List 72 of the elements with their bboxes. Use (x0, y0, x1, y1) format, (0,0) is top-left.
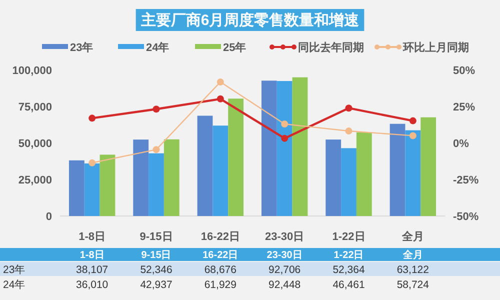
chart-title: 主要厂商6月周度零售数量和增速 (140, 11, 360, 29)
bar (164, 139, 180, 216)
point (88, 114, 96, 122)
y-tick-label: 50,000 (18, 138, 52, 150)
legend-label: 同比去年同期 (298, 41, 364, 54)
data-label: 63,122 (396, 264, 430, 276)
category-label: 1-8日 (80, 250, 104, 261)
bar (261, 80, 277, 216)
x-tick-label: 1-22日 (332, 231, 366, 243)
legend-label: 24年 (146, 41, 170, 54)
data-label: 38,107 (76, 264, 108, 276)
bar (228, 98, 244, 216)
y2-tick-label: 0% (453, 138, 470, 150)
legend-label: 环比上月同期 (402, 41, 469, 54)
legend-label: 23年 (70, 41, 94, 54)
point (152, 146, 160, 154)
bar (405, 130, 421, 216)
point (216, 78, 224, 86)
category-label: 全月 (402, 250, 423, 261)
x-tick-label: 16-22日 (200, 231, 240, 243)
data-label: 52,364 (332, 264, 365, 276)
category-label: 1-22日 (334, 250, 364, 261)
y-tick-label: 75,000 (18, 102, 52, 114)
point (281, 134, 288, 142)
legend-label: 25年 (223, 41, 246, 54)
bar (390, 124, 406, 216)
data-label: 36,010 (76, 279, 108, 291)
x-tick-label: 9-15日 (140, 231, 173, 243)
category-label: 9-15日 (141, 250, 172, 261)
point (345, 128, 352, 135)
bar (68, 160, 84, 216)
data-label: 42,937 (140, 279, 172, 291)
data-label: 92,706 (268, 264, 301, 276)
x-tick-label: 1-8日 (78, 231, 106, 243)
y2-tick-label: 50% (453, 65, 476, 77)
point (409, 117, 416, 124)
y2-tick-label: 25% (453, 102, 476, 114)
data-label: 58,724 (396, 279, 430, 291)
data-label: 92,448 (268, 279, 301, 291)
bar (133, 140, 149, 216)
data-label: 68,676 (204, 264, 237, 276)
point (216, 95, 224, 102)
category-label: 23-30日 (266, 250, 302, 261)
bar (420, 117, 436, 216)
bar (292, 77, 308, 216)
point (152, 106, 160, 113)
text: 23年 (3, 264, 26, 276)
x-tick-label: 全月 (400, 230, 424, 243)
data-label: 52,346 (140, 264, 172, 276)
bar (326, 140, 342, 216)
x-tick-label: 23-30日 (265, 231, 304, 243)
data-label: 61,929 (204, 279, 237, 291)
bar (100, 154, 116, 216)
bar (341, 148, 356, 216)
category-label: 16-22日 (202, 250, 238, 261)
bar (356, 132, 372, 216)
y-tick-label: 100,000 (12, 65, 52, 77)
bar (276, 81, 292, 216)
data-label: 46,461 (332, 279, 365, 291)
text: 24年 (3, 279, 26, 291)
bar (212, 126, 228, 216)
y2-tick-label: -50% (453, 211, 479, 223)
point (409, 132, 416, 140)
bar (197, 116, 213, 216)
bar (148, 153, 164, 216)
y-tick-label: 0 (46, 211, 52, 223)
point (345, 104, 352, 112)
y-tick-label: 25,000 (18, 174, 52, 186)
point (88, 159, 96, 166)
y2-tick-label: -25% (453, 174, 479, 186)
bar (84, 163, 100, 216)
point (281, 120, 288, 128)
